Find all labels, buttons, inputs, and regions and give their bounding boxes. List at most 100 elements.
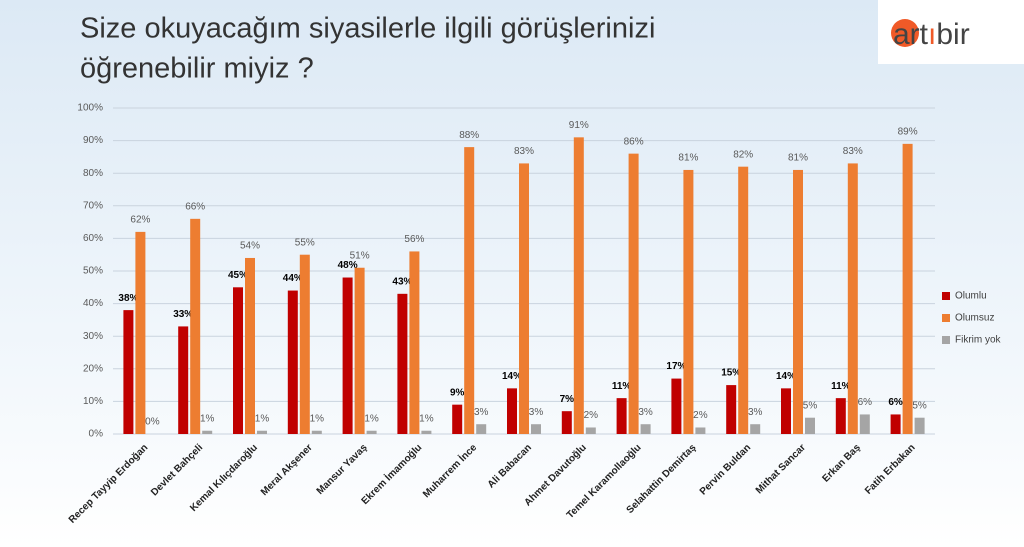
- value-label: 54%: [240, 241, 260, 252]
- x-tick-label: Meral Akşener: [259, 442, 315, 498]
- bar: [726, 385, 737, 434]
- logo-circle: [891, 19, 919, 47]
- y-tick-label: 20%: [83, 363, 103, 374]
- bar: [476, 424, 487, 434]
- y-tick-label: 0%: [89, 429, 104, 440]
- value-label: 17%: [666, 361, 686, 372]
- x-tick-label: Ali Babacan: [486, 442, 534, 490]
- bar: [835, 398, 846, 434]
- x-tick-label: Pervin Buldan: [698, 442, 753, 497]
- y-tick-label: 100%: [77, 103, 103, 114]
- value-label: 0%: [145, 417, 160, 428]
- x-tick-label: Mansur Yavaş: [315, 442, 370, 497]
- bar: [738, 166, 749, 434]
- bar: [683, 169, 694, 434]
- value-label: 3%: [529, 407, 544, 418]
- bar: [202, 430, 213, 434]
- value-label: 86%: [624, 136, 644, 147]
- y-tick-label: 30%: [83, 331, 103, 342]
- legend-swatch: [942, 314, 950, 322]
- bar: [190, 218, 201, 434]
- bar: [561, 411, 572, 434]
- value-label: 45%: [228, 270, 248, 281]
- bar: [397, 293, 408, 434]
- bar: [257, 430, 267, 434]
- bar: [123, 310, 134, 434]
- bar: [616, 398, 627, 434]
- bar: [421, 430, 432, 434]
- bar: [750, 424, 761, 434]
- y-tick-label: 60%: [83, 233, 103, 244]
- bar: [793, 169, 803, 434]
- logo-text: artıbir: [893, 18, 970, 51]
- bar: [287, 290, 298, 434]
- value-label: 81%: [788, 153, 808, 164]
- value-label: 1%: [200, 413, 215, 424]
- bar: [914, 417, 925, 434]
- value-label: 14%: [776, 371, 796, 382]
- bar: [847, 163, 858, 435]
- value-label: 38%: [118, 293, 138, 304]
- y-tick-label: 70%: [83, 200, 103, 211]
- value-label: 5%: [803, 400, 818, 411]
- value-label: 5%: [912, 400, 927, 411]
- bar: [233, 287, 243, 434]
- bar: [628, 153, 639, 434]
- x-tick-label: Erkan Baş: [820, 442, 863, 485]
- value-label: 81%: [678, 153, 698, 164]
- y-tick-label: 50%: [83, 266, 103, 277]
- bar: [507, 388, 517, 434]
- bar: [695, 427, 706, 434]
- value-label: 56%: [404, 234, 424, 245]
- value-label: 2%: [584, 410, 599, 421]
- value-label: 89%: [898, 127, 918, 138]
- bar: [311, 430, 322, 434]
- legend-label: Olumsuz: [955, 313, 994, 324]
- value-label: 3%: [748, 407, 763, 418]
- legend-label: Fikrim yok: [955, 335, 1002, 346]
- bar: [805, 417, 815, 434]
- bar: [902, 143, 913, 435]
- bar: [135, 231, 146, 434]
- bar: [464, 147, 475, 434]
- value-label: 1%: [310, 413, 325, 424]
- value-label: 48%: [338, 260, 358, 271]
- value-label: 83%: [843, 146, 863, 157]
- value-label: 3%: [638, 407, 653, 418]
- bar: [366, 430, 377, 434]
- bar: [781, 388, 791, 434]
- legend-label: Olumlu: [955, 291, 987, 302]
- value-label: 7%: [560, 394, 575, 405]
- value-label: 15%: [721, 368, 741, 379]
- bar: [531, 424, 541, 434]
- value-label: 9%: [450, 387, 465, 398]
- bar: [585, 427, 596, 434]
- chart-title: Size okuyacağım siyasilerle ilgili görüş…: [80, 13, 655, 45]
- bar: [178, 326, 189, 434]
- value-label: 82%: [733, 149, 753, 160]
- bar: [354, 267, 365, 434]
- value-label: 3%: [474, 407, 489, 418]
- bar: [671, 378, 682, 434]
- bar: [299, 254, 310, 434]
- value-label: 33%: [173, 309, 193, 320]
- bar: [245, 257, 255, 434]
- legend-swatch: [942, 336, 950, 344]
- x-tick-label: Recep Tayyip Erdoğan: [67, 442, 150, 525]
- bar: [452, 404, 463, 434]
- bar: [640, 424, 651, 434]
- bar: [519, 163, 529, 435]
- x-tick-label: Muharrem İnce: [420, 440, 480, 500]
- legend-swatch: [942, 292, 950, 300]
- value-label: 11%: [831, 381, 851, 392]
- value-label: 66%: [185, 201, 205, 212]
- value-label: 44%: [283, 273, 303, 284]
- bar: [573, 137, 584, 434]
- value-label: 1%: [255, 413, 270, 424]
- value-label: 51%: [350, 250, 370, 261]
- y-tick-label: 80%: [83, 168, 103, 179]
- x-tick-label: Devlet Bahçeli: [149, 442, 205, 498]
- value-label: 1%: [364, 413, 379, 424]
- bar: [409, 251, 420, 434]
